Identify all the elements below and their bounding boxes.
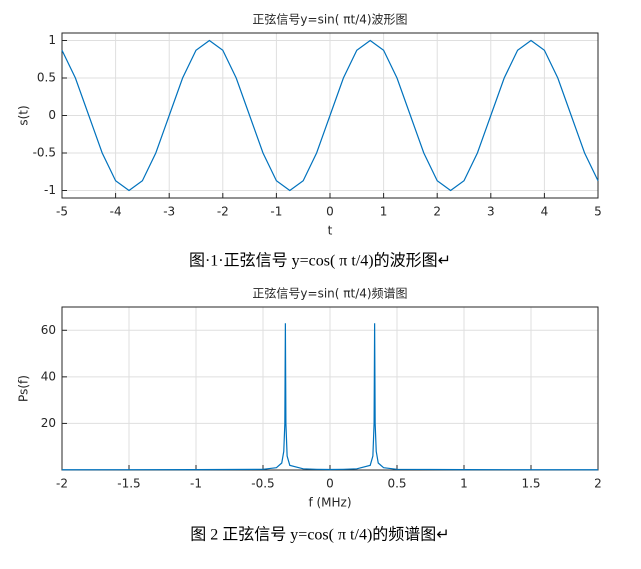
data-line bbox=[61, 39, 599, 192]
figure-caption: 图 2 正弦信号 y=cos( π t/4)的频谱图↵ bbox=[190, 526, 449, 544]
y-tick-label: 1 bbox=[48, 33, 56, 47]
y-tick-label: 40 bbox=[41, 369, 56, 383]
x-tick-label: 4 bbox=[541, 205, 549, 219]
x-tick-label: 0.5 bbox=[387, 477, 406, 491]
x-tick-label: 1.5 bbox=[521, 477, 540, 491]
x-tick-label: 0 bbox=[326, 477, 334, 491]
x-tick-label: -0.5 bbox=[251, 477, 274, 491]
x-tick-label: -1.5 bbox=[117, 477, 140, 491]
x-axis-label: f (MHz) bbox=[308, 496, 351, 510]
x-tick-label: -4 bbox=[110, 205, 122, 219]
chart-title: 正弦信号y=sin( πt/4)波形图 bbox=[252, 12, 407, 27]
y-axis-label: s(t) bbox=[17, 105, 31, 125]
y-tick-label: 60 bbox=[41, 323, 56, 337]
x-tick-label: -2 bbox=[56, 477, 68, 491]
x-tick-label: -1 bbox=[190, 477, 202, 491]
axes-frame bbox=[61, 32, 599, 199]
x-tick-label: 5 bbox=[594, 205, 602, 219]
x-tick-label: 1 bbox=[460, 477, 468, 491]
x-tick-label: -5 bbox=[56, 205, 68, 219]
x-tick-label: -1 bbox=[270, 205, 282, 219]
y-tick-label: 0.5 bbox=[37, 71, 56, 85]
x-tick-label: 0 bbox=[326, 205, 334, 219]
y-axis-label: Ps(f) bbox=[17, 375, 31, 402]
figure-caption: 图·1·正弦信号 y=cos( π t/4)的波形图↵ bbox=[189, 252, 451, 270]
data-line bbox=[61, 323, 599, 471]
x-tick-label: 2 bbox=[594, 477, 602, 491]
y-tick-label: 0 bbox=[48, 108, 56, 122]
x-tick-label: 2 bbox=[433, 205, 441, 219]
y-tick-label: -1 bbox=[44, 183, 56, 197]
x-tick-label: 3 bbox=[487, 205, 495, 219]
x-tick-label: -2 bbox=[217, 205, 229, 219]
chart-title: 正弦信号y=sin( πt/4)频谱图 bbox=[252, 286, 407, 301]
x-tick-label: 1 bbox=[380, 205, 388, 219]
x-axis-label: t bbox=[328, 224, 333, 238]
x-tick-label: -3 bbox=[163, 205, 175, 219]
y-tick-label: -0.5 bbox=[33, 146, 56, 160]
y-tick-label: 20 bbox=[41, 416, 56, 430]
